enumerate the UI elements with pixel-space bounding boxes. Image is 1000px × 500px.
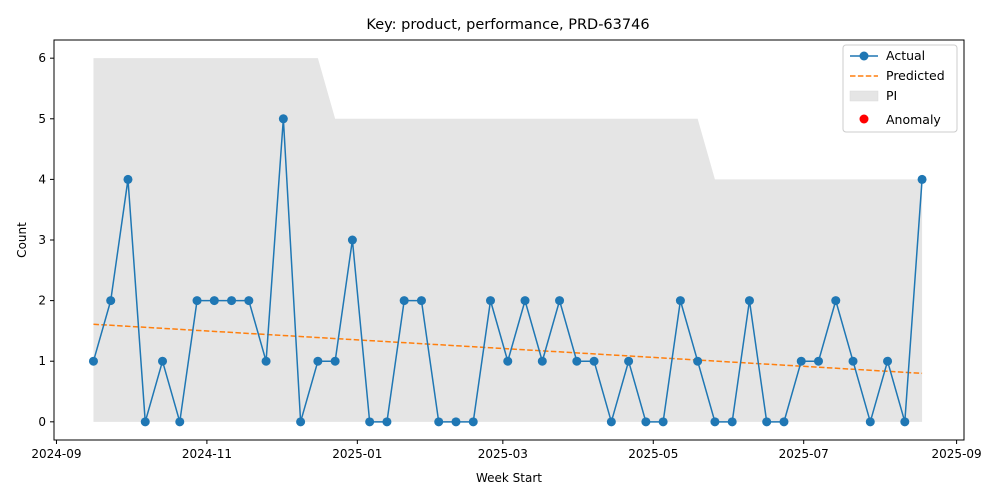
actual-point — [831, 296, 841, 306]
actual-point — [434, 417, 444, 427]
y-tick-label: 1 — [38, 354, 46, 368]
actual-point — [88, 356, 98, 366]
actual-point — [900, 417, 910, 427]
actual-point — [382, 417, 392, 427]
actual-point — [365, 417, 375, 427]
actual-point — [278, 114, 288, 124]
x-tick-label: 2025-03 — [478, 447, 528, 461]
chart-title: Key: product, performance, PRD-63746 — [366, 17, 649, 33]
legend-anomaly-marker — [859, 114, 869, 124]
actual-point — [744, 296, 754, 306]
actual-point — [416, 296, 426, 306]
actual-point — [555, 296, 565, 306]
actual-point — [796, 356, 806, 366]
actual-point — [813, 356, 823, 366]
y-ticks: 0 1 2 3 4 5 6 — [38, 51, 54, 429]
y-tick-label: 6 — [38, 51, 46, 65]
y-tick-label: 4 — [38, 172, 46, 186]
predicted-line — [93, 323, 923, 375]
x-tick-label: 2025-01 — [332, 447, 382, 461]
actual-point — [330, 356, 340, 366]
x-axis-label: Week Start — [476, 471, 542, 485]
actual-point — [347, 235, 357, 245]
actual-point — [537, 356, 547, 366]
actual-point — [917, 174, 927, 184]
legend-box — [842, 44, 958, 133]
y-tick-label: 0 — [38, 415, 46, 429]
prediction-interval-band — [93, 58, 923, 422]
actual-point — [589, 356, 599, 366]
actual-point — [486, 296, 496, 306]
actual-point — [313, 356, 323, 366]
prediction-interval-layer — [93, 58, 923, 422]
actual-point — [675, 296, 685, 306]
actual-point — [244, 296, 254, 306]
actual-point — [624, 356, 634, 366]
actual-point — [883, 356, 893, 366]
actual-point — [399, 296, 409, 306]
actual-point — [296, 417, 306, 427]
x-tick-label: 2024-11 — [182, 447, 232, 461]
legend-actual-label: Actual — [886, 48, 925, 63]
actual-point — [175, 417, 185, 427]
x-tick-label: 2024-09 — [31, 447, 81, 461]
x-ticks: 2024-09 2024-11 2025-01 2025-03 2025-05 2025-… — [31, 440, 982, 461]
actual-point — [123, 174, 133, 184]
actual-point — [503, 356, 513, 366]
y-axis-label: Count — [15, 222, 29, 258]
actual-point — [641, 417, 651, 427]
legend-predicted-label: Predicted — [886, 68, 945, 83]
legend-actual-marker — [859, 51, 869, 61]
actual-point — [848, 356, 858, 366]
actual-layer — [88, 114, 927, 427]
y-tick-label: 5 — [38, 112, 46, 126]
actual-point — [710, 417, 720, 427]
actual-point — [520, 296, 530, 306]
actual-point — [606, 417, 616, 427]
actual-point — [227, 296, 237, 306]
actual-point — [140, 417, 150, 427]
y-tick-label: 3 — [38, 233, 46, 247]
actual-point — [727, 417, 737, 427]
x-tick-label: 2025-07 — [779, 447, 829, 461]
legend: Actual Predicted PI Anomaly — [842, 44, 958, 133]
actual-point — [572, 356, 582, 366]
predicted-layer — [93, 323, 923, 375]
actual-point — [779, 417, 789, 427]
actual-point — [693, 356, 703, 366]
x-tick-label: 2025-05 — [628, 447, 678, 461]
actual-point — [762, 417, 772, 427]
y-tick-label: 2 — [38, 294, 46, 308]
actual-point — [192, 296, 202, 306]
actual-point — [451, 417, 461, 427]
legend-pi-label: PI — [886, 88, 897, 103]
actual-point — [865, 417, 875, 427]
legend-pi-swatch — [849, 90, 879, 102]
actual-point — [106, 296, 116, 306]
legend-anomaly-label: Anomaly — [886, 112, 941, 127]
x-tick-label: 2025-09 — [932, 447, 982, 461]
actual-point — [468, 417, 478, 427]
actual-point — [261, 356, 271, 366]
actual-point — [158, 356, 168, 366]
actual-point — [658, 417, 668, 427]
actual-point — [209, 296, 219, 306]
